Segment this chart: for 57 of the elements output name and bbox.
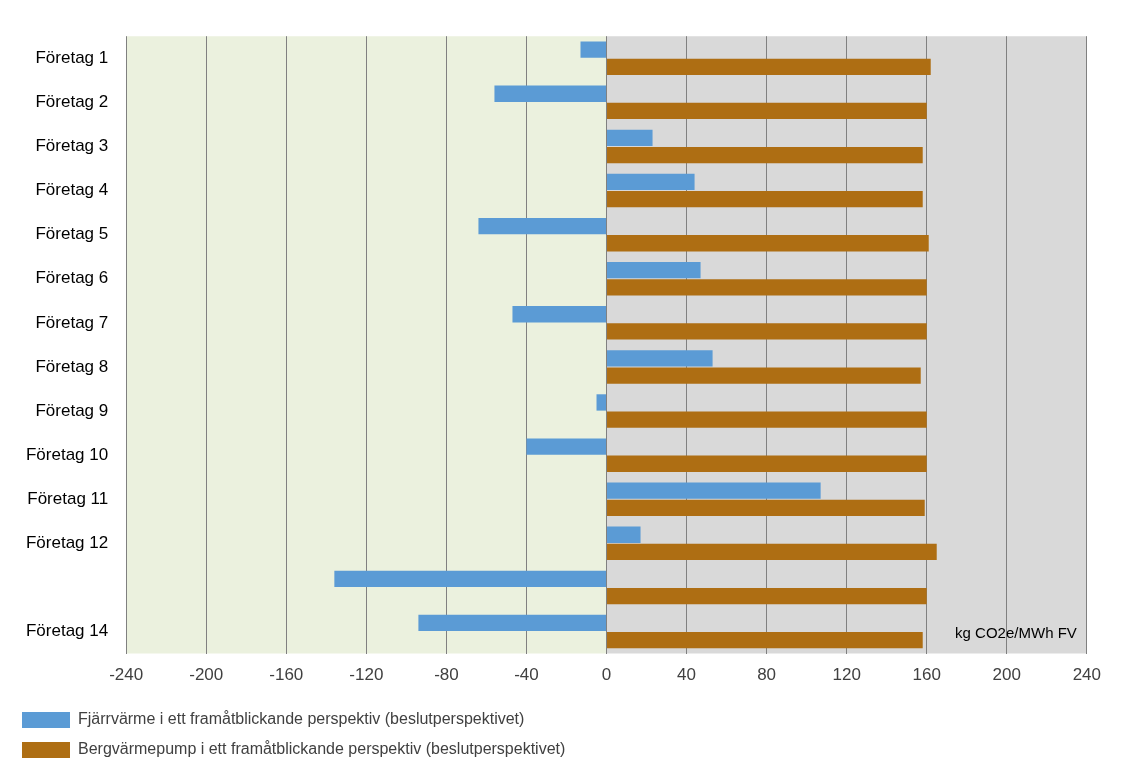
bar <box>607 526 641 543</box>
bar <box>607 323 927 340</box>
x-tick-label: 160 <box>912 665 941 685</box>
y-tick-label: Företag 4 <box>35 180 109 200</box>
bar <box>334 570 607 588</box>
y-tick-label: Företag 14 <box>25 621 109 641</box>
bar <box>526 438 607 455</box>
y-tick-label: Företag 9 <box>35 400 109 420</box>
bar <box>418 614 607 632</box>
bar <box>512 306 607 323</box>
bar <box>607 235 929 252</box>
x-tick-label: 120 <box>832 665 861 685</box>
y-tick-label: Företag 2 <box>35 92 109 112</box>
y-tick-label: Företag 10 <box>25 444 109 464</box>
x-tick-label: -120 <box>349 665 384 685</box>
bar <box>607 279 927 296</box>
x-tick-label: -160 <box>269 665 304 685</box>
bar <box>607 102 927 120</box>
bar <box>596 394 607 411</box>
y-tick-label: Företag 5 <box>35 224 109 244</box>
bar <box>607 587 927 605</box>
y-tick-label: Företag 7 <box>35 312 109 332</box>
y-tick-label: Företag 11 <box>27 488 109 508</box>
bar <box>607 173 695 191</box>
bar <box>607 129 653 147</box>
x-tick-label: 0 <box>601 665 612 685</box>
bar <box>607 455 927 472</box>
legend-label: Bergvärmepump i ett framåtblickande perspektiv (beslutperspektivet) <box>78 740 566 758</box>
x-tick-label: 240 <box>1072 665 1102 685</box>
bar <box>607 411 927 428</box>
bar <box>607 261 701 279</box>
x-tick-label: 80 <box>757 665 777 685</box>
bar <box>580 41 607 58</box>
bar <box>478 217 607 235</box>
y-tick-label: Företag 6 <box>35 268 109 288</box>
x-tick-label: -80 <box>434 665 459 685</box>
bar <box>607 350 713 367</box>
x-tick-label: 40 <box>677 665 697 685</box>
bar <box>607 190 923 208</box>
bar <box>494 85 607 102</box>
bar <box>607 146 923 164</box>
y-tick-label: Företag 12 <box>25 533 109 553</box>
bar <box>607 482 821 499</box>
legend-label: Fjärrvärme i ett framåtblickande perspektiv (beslutperspektivet) <box>78 710 525 728</box>
y-tick-label: Företag 8 <box>35 356 109 376</box>
y-tick-label: Företag 3 <box>35 136 109 156</box>
bar <box>607 499 925 517</box>
bar <box>607 367 921 384</box>
x-tick-label: -40 <box>514 665 539 685</box>
annotation: kg CO2e/MWh FV <box>955 623 1077 641</box>
x-tick-label: -200 <box>189 665 224 685</box>
bar <box>607 58 931 76</box>
bar <box>607 631 923 649</box>
y-tick-label: Företag 1 <box>35 47 109 67</box>
bar <box>607 543 937 561</box>
x-tick-label: -240 <box>109 665 144 685</box>
x-tick-label: 200 <box>992 665 1021 685</box>
